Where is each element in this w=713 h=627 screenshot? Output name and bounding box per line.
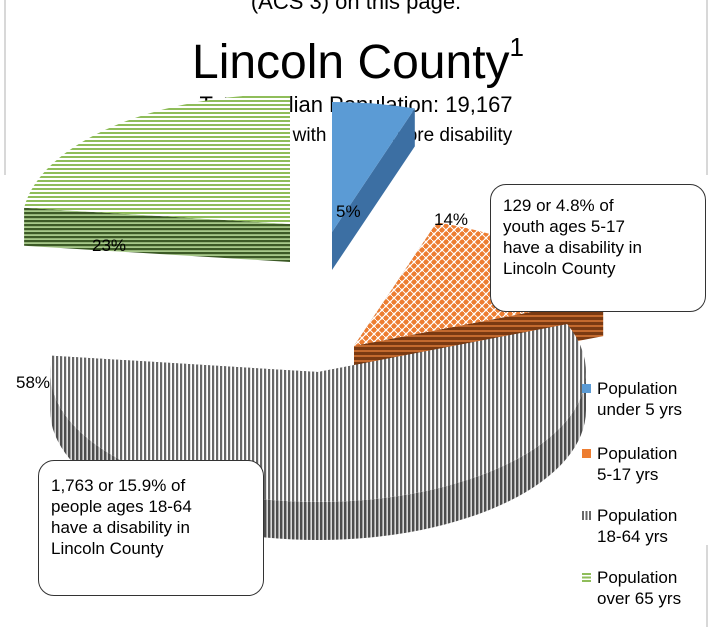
pie-slice-over-65 bbox=[24, 93, 290, 224]
legend-label-line: Population bbox=[597, 444, 678, 463]
legend-label-line: Population bbox=[597, 506, 678, 525]
legend-label-over-65: Population over 65 yrs bbox=[597, 567, 681, 609]
callout-adults-line: 1,763 or 15.9% of bbox=[51, 476, 186, 495]
legend-item-5-17: Population 5-17 yrs bbox=[582, 443, 677, 485]
callout-adults: 1,763 or 15.9% of people ages 18-64 have… bbox=[38, 460, 264, 596]
callout-youth-line: have a disability in bbox=[503, 238, 642, 257]
legend-label-line: 5-17 yrs bbox=[597, 465, 659, 484]
legend-label-under-5: Population under 5 yrs bbox=[597, 378, 682, 420]
callout-youth: 129 or 4.8% of youth ages 5-17 have a di… bbox=[490, 184, 706, 312]
legend-swatch-under-5 bbox=[582, 384, 591, 393]
legend-label-line: Population bbox=[597, 568, 678, 587]
data-label-18-64: 58% bbox=[16, 373, 51, 392]
pie-slice-18-64 bbox=[50, 324, 587, 502]
data-label-under-5: 5% bbox=[336, 202, 361, 221]
chart-title-superscript: 1 bbox=[510, 32, 524, 62]
pie-cut-under-5 bbox=[332, 108, 415, 271]
legend-swatch-5-17 bbox=[582, 449, 591, 458]
data-label-over-65: 23% bbox=[92, 236, 127, 255]
data-label-5-17: 14% bbox=[434, 210, 469, 229]
legend-item-over-65: Population over 65 yrs bbox=[582, 567, 681, 609]
chart-title: Lincoln County1 bbox=[192, 32, 524, 89]
chart-title-text: Lincoln County bbox=[192, 36, 510, 89]
pie-cut-over-65 bbox=[24, 207, 290, 262]
callout-adults-line: have a disability in bbox=[51, 518, 190, 537]
legend-label-18-64: Population 18-64 yrs bbox=[597, 505, 677, 547]
callout-youth-line: youth ages 5-17 bbox=[503, 217, 625, 236]
legend-label-line: 18-64 yrs bbox=[597, 527, 668, 546]
pie-slice-under-5 bbox=[332, 102, 415, 232]
legend-item-under-5: Population under 5 yrs bbox=[582, 378, 682, 420]
cut-off-header-text: (ACS 3) on this page: bbox=[251, 0, 461, 14]
callout-youth-line: Lincoln County bbox=[503, 259, 616, 278]
legend-label-line: Population bbox=[597, 379, 678, 398]
legend-swatch-18-64 bbox=[582, 511, 591, 520]
callout-adults-line: people ages 18-64 bbox=[51, 497, 192, 516]
legend-label-line: under 5 yrs bbox=[597, 400, 683, 419]
legend-label-line: over 65 yrs bbox=[597, 589, 682, 608]
legend-label-5-17: Population 5-17 yrs bbox=[597, 443, 677, 485]
callout-youth-line: 129 or 4.8% of bbox=[503, 196, 614, 215]
callout-adults-line: Lincoln County bbox=[51, 539, 164, 558]
legend-swatch-over-65 bbox=[582, 573, 591, 582]
legend-item-18-64: Population 18-64 yrs bbox=[582, 505, 677, 547]
